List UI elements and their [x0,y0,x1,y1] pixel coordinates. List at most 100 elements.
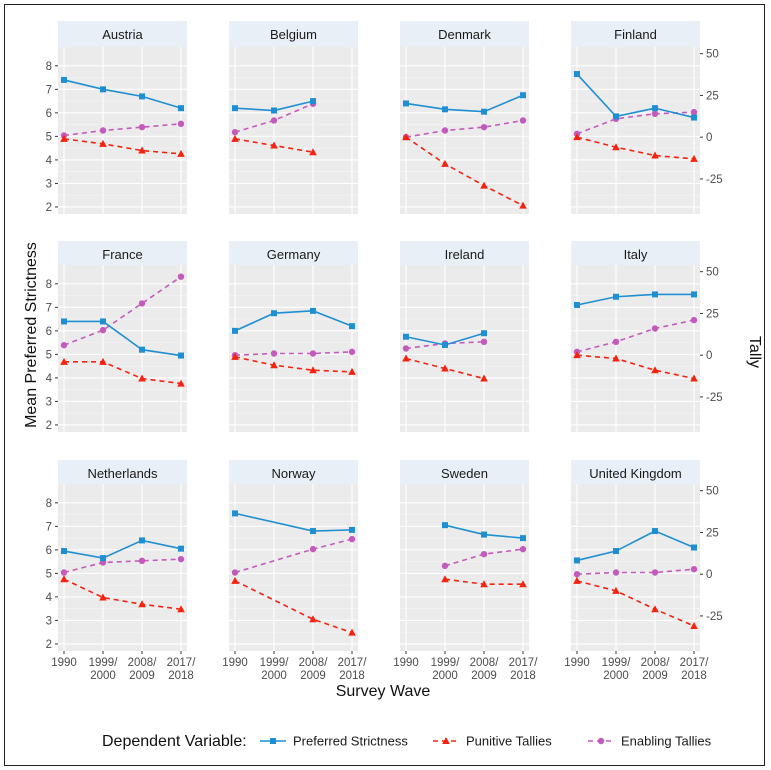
preferred-strictness-point [481,108,487,115]
facet-title: Ireland [445,247,485,262]
right-tick-label: -25 [706,174,723,186]
punitive-tallies-point [138,374,146,382]
preferred-strictness-line [63,79,182,109]
punitive-tallies-point [138,600,146,608]
punitive-tallies-line [64,361,182,385]
legend-title: Dependent Variable: [102,733,247,750]
x-tick-label: 2018 [681,670,707,682]
x-tick-label: 2017/ [680,657,710,669]
panel-background [58,484,187,651]
panel-austria: Austria 2 3 4 5 6 7 8 [46,21,187,214]
preferred-strictness-point [652,291,658,298]
right-tick-label: -25 [706,611,723,623]
panel-germany: Germany [229,241,358,432]
enabling-tallies-point [309,350,317,357]
punitive-tallies-point [480,181,488,189]
panel-background [400,484,529,651]
punitive-tallies-line [576,354,695,380]
enabling-tallies-point [690,565,698,573]
x-tick-label: 1999/ [89,657,119,669]
punitive-tallies-point [348,628,356,636]
enabling-tallies-point [348,348,356,356]
right-tick-label: 0 [706,350,712,362]
x-tick-label: 2017/ [509,657,539,669]
enabling-tallies-point [441,127,449,134]
preferred-strictness-point [139,93,145,100]
legend-key-marker [597,737,605,745]
preferred-strictness-point [481,531,487,538]
x-axis-label: Survey Wave [336,683,431,700]
preferred-strictness-point [178,105,184,112]
preferred-strictness-point [520,92,526,99]
panel-netherlands: Netherlands 2 3 4 5 6 7 8 1990 1999/2000 2008/2009… [46,460,196,682]
facet-strip [571,241,700,267]
facet-strip [571,21,700,47]
preferred-strictness-point [442,106,448,113]
enabling-tallies-point [612,338,620,346]
punitive-tallies-point [402,133,410,141]
preferred-strictness-point [232,327,238,334]
y-tick-label: 5 [46,349,52,361]
x-tick-label: 2009 [129,670,155,682]
punitive-tallies-point [573,576,581,584]
x-tick-label: 2018 [339,670,365,682]
panel-background [229,265,358,432]
panel-france: France 2 3 4 5 6 7 8 [46,241,187,432]
legend-key-marker [442,737,450,744]
preferred-strictness-point [178,545,184,552]
enabling-tallies-point [60,341,68,349]
punitive-tallies-point [519,580,527,588]
facet-strip [58,460,187,486]
x-tick-label: 1999/ [431,657,461,669]
x-tick-label: 2018 [168,670,194,682]
punitive-tallies-point [690,154,698,162]
punitive-tallies-point [231,576,239,584]
panel-finland: Finland 50 25 0 -25 [571,21,723,214]
preferred-strictness-point [61,318,67,325]
punitive-tallies-point [177,379,185,387]
preferred-strictness-point [139,346,145,353]
enabling-tallies-line [576,568,695,575]
preferred-strictness-point [61,548,67,555]
punitive-tallies-point [573,133,581,141]
facet-strip [229,241,358,267]
enabling-tallies-point [480,550,488,558]
legend: Dependent Variable: Preferred Strictness… [102,733,712,750]
panel-ireland: Ireland [400,241,529,432]
punitive-tallies-point [270,141,278,149]
enabling-tallies-line [63,558,182,574]
right-tick-label: 50 [706,49,719,61]
punitive-tallies-point [612,143,620,151]
enabling-tallies-point [138,557,146,565]
panel-background [571,484,700,651]
enabling-tallies-point [270,117,278,124]
preferred-strictness-line [576,293,694,306]
y-tick-label: 5 [46,568,52,580]
facet-strip [400,21,529,47]
preferred-strictness-line [576,73,695,119]
enabling-tallies-point [309,545,317,553]
x-tick-label: 2008/ [299,657,329,669]
preferred-strictness-point [310,307,316,314]
facet-strip [229,460,358,486]
enabling-tallies-point [519,545,527,553]
y-tick-label: 8 [46,279,52,291]
facet-strip [58,21,187,47]
enabling-tallies-line [405,119,524,138]
punitive-tallies-point [612,354,620,362]
punitive-tallies-point [231,134,239,142]
facet-title: France [102,247,142,262]
facet-title: Germany [267,247,321,262]
enabling-tallies-line [234,351,353,356]
legend-key-marker [270,738,276,744]
enabling-tallies-point [177,555,185,563]
punitive-tallies-point [99,593,107,601]
preferred-strictness-point [652,105,658,112]
y-tick-label: 6 [46,326,52,338]
x-tick-label: 1990 [222,657,248,669]
punitive-tallies-point [651,605,659,613]
punitive-tallies-point [309,366,317,374]
y-tick-label: 3 [46,396,52,408]
enabling-tallies-point [651,325,659,332]
